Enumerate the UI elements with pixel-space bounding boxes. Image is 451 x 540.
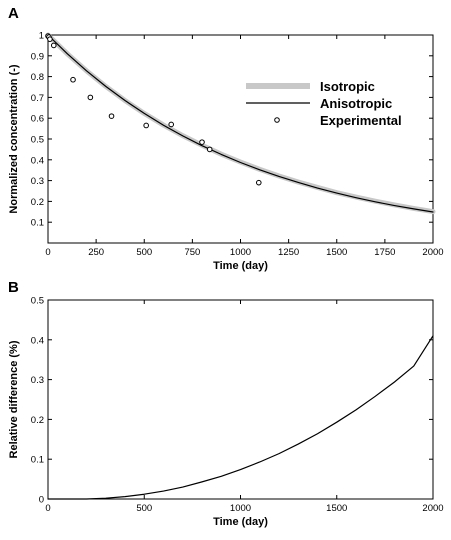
x-tick-label: 0: [45, 247, 50, 258]
x-tick-label: 750: [184, 247, 200, 258]
x-tick-label: 1500: [326, 503, 347, 514]
x-tick-label: 1750: [374, 247, 395, 258]
y-tick-label: 0.5: [31, 296, 44, 307]
y-tick-label: 1: [39, 31, 44, 42]
data-point-experimental: [143, 122, 149, 129]
legend-label-experimental: Experimental: [320, 113, 402, 128]
data-point-experimental: [50, 42, 57, 49]
panel-a-series-group: [45, 32, 436, 215]
series-line-series-0: [47, 335, 434, 500]
panel-b-label: B: [8, 279, 19, 296]
panel-a-plot-frame: [47, 34, 434, 244]
x-tick-label: 2000: [422, 247, 443, 258]
y-tick-label: 0.3: [31, 176, 44, 187]
legend-label-anisotropic: Anisotropic: [320, 96, 392, 111]
panel-a-chart: 0 250 500 750 1000 1250 1500 1750 2000 0.1 0.2 0.3 0…: [8, 31, 444, 273]
series-line-anisotropic: [47, 34, 434, 213]
x-tick-label: 1250: [278, 247, 299, 258]
data-point-experimental: [108, 113, 115, 119]
panel-a-axes: 0 250 500 750 1000 1250 1500 1750 2000 0.1 0.2 0.3 0…: [31, 31, 444, 259]
x-tick-label: 1000: [230, 247, 251, 258]
y-tick-label: 0.8: [31, 72, 44, 83]
x-tick-label: 500: [136, 247, 152, 258]
panel-b-series-group: [47, 335, 434, 500]
data-point-experimental: [255, 179, 262, 186]
x-tick-label: 250: [88, 247, 104, 258]
panel-b-y-axis-label: Relative difference (%): [8, 340, 20, 458]
x-tick-label: 500: [136, 503, 152, 514]
panel-a-label: A: [8, 5, 19, 22]
data-point-experimental: [168, 121, 174, 128]
y-tick-label: 0.9: [31, 51, 44, 62]
y-tick-label: 0.2: [31, 415, 44, 426]
panel-a-legend: Isotropic Anisotropic Experimental: [246, 79, 402, 128]
data-point-experimental: [70, 76, 76, 83]
y-tick-label: 0.1: [31, 455, 44, 466]
y-tick-label: 0.1: [31, 218, 44, 229]
y-tick-label: 0.5: [31, 135, 44, 146]
data-point-experimental: [199, 139, 205, 145]
y-tick-label: 0.3: [31, 375, 44, 386]
y-tick-label: 0: [39, 495, 44, 506]
x-tick-label: 2000: [422, 503, 443, 514]
panel-b-axes: 0 500 1000 1500 2000 0 0.1 0.2 0.3 0.4 0.5: [31, 296, 444, 515]
legend-label-isotropic: Isotropic: [320, 79, 375, 94]
y-tick-label: 0.6: [31, 114, 44, 125]
data-point-experimental: [206, 146, 213, 153]
panel-a-y-axis-label: Normalized concentration (-): [8, 64, 20, 213]
data-point-experimental: [87, 94, 94, 101]
y-tick-label: 0.2: [31, 197, 44, 208]
y-tick-label: 0.7: [31, 93, 44, 104]
x-tick-label: 1500: [326, 247, 347, 258]
legend-marker-experimental: [274, 117, 280, 123]
panel-b-x-axis-label: Time (day): [213, 516, 268, 528]
panel-a-x-axis-label: Time (day): [213, 260, 268, 272]
panel-b-chart: 0 500 1000 1500 2000 0 0.1 0.2 0.3 0.4 0.5 Time (d…: [8, 296, 444, 529]
x-tick-label: 1000: [230, 503, 251, 514]
data-point-experimental: [47, 36, 53, 42]
y-tick-label: 0.4: [31, 335, 44, 346]
y-tick-label: 0.4: [31, 155, 44, 166]
x-tick-label: 0: [45, 503, 50, 514]
